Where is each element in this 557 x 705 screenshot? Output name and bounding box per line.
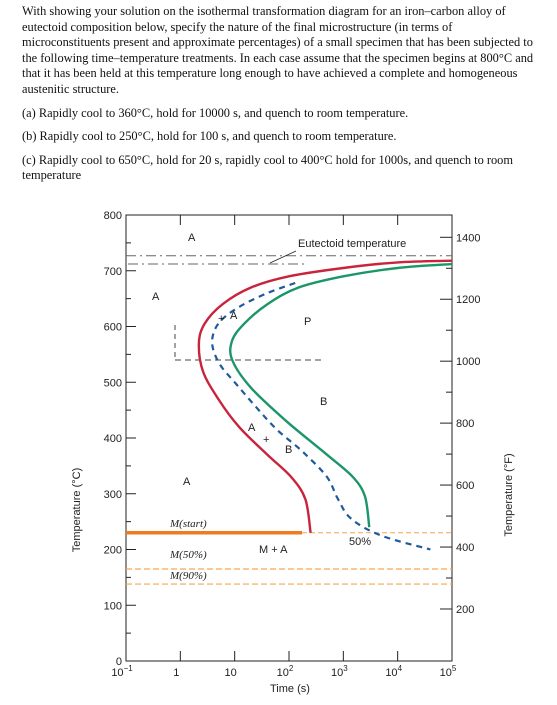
- y-tick-label-c-800: 800: [104, 210, 122, 222]
- eutectoid-pointer: [269, 250, 297, 264]
- curves: [197, 259, 453, 551]
- x-axis: 10−1 1 10 102 103 104 105: [111, 215, 457, 679]
- y-axis-title-right: Temperature (°F): [503, 453, 515, 536]
- y-tick-label-c-400: 400: [104, 433, 122, 445]
- y-tick-label-f-400: 400: [456, 542, 474, 554]
- region-label-p: P: [304, 316, 311, 328]
- x-tick-label: 105: [440, 664, 457, 679]
- y-tick-label-c-100: 100: [104, 600, 122, 612]
- y-tick-label-f-200: 200: [456, 604, 474, 616]
- y-tick-label-f-600: 600: [456, 480, 474, 492]
- region-label-a-dash: A: [230, 310, 238, 322]
- y-tick-label-f-1400: 1400: [456, 232, 480, 244]
- marker-plus-2: +: [263, 434, 269, 446]
- problem-part-b: (b) Rapidly cool to 250°C, hold for 100 …: [22, 129, 397, 144]
- y-tick-label-c-700: 700: [104, 266, 122, 278]
- problem-part-a: (a) Rapidly cool to 360°C, hold for 1000…: [22, 105, 409, 120]
- x-tick-label: 104: [385, 664, 402, 679]
- x-tick-label: 10: [225, 667, 237, 679]
- region-label-b: B: [320, 396, 327, 408]
- region-label-a-left: A: [152, 291, 160, 303]
- x-tick-exponent: 3: [343, 664, 348, 673]
- y-tick-label-c-0: 0: [116, 656, 122, 668]
- x-tick-exponent: 4: [398, 664, 403, 673]
- y-tick-label-c-600: 600: [104, 322, 122, 334]
- y-tick-label-c-300: 300: [104, 489, 122, 501]
- label-m-start: M(start): [169, 518, 207, 530]
- eutectoid-label: Eutectoid temperature: [298, 238, 406, 250]
- label-50-percent: 50%: [349, 536, 371, 548]
- y-axis-fahrenheit: 200 400 600 800 1000 1200 1400: [440, 232, 480, 616]
- marker-plus-1: +: [218, 313, 224, 325]
- y-tick-label-c-200: 200: [104, 545, 122, 557]
- region-label-b-dash: B: [285, 444, 292, 456]
- x-tick-label: 102: [277, 664, 294, 679]
- problem-statement: With showing your solution on the isothe…: [22, 4, 538, 192]
- y-axis-celsius: 0 100 200 300 400 500 600 700 800: [104, 210, 136, 668]
- label-m50: M(50%): [169, 549, 207, 561]
- label-m-plus-a: M + A: [259, 544, 288, 556]
- region-label-a-low: A: [183, 476, 191, 488]
- y-tick-label-f-1200: 1200: [456, 294, 480, 306]
- y-axis-title-left: Temperature (°C): [71, 468, 83, 552]
- region-label-a-dash-2: A: [248, 422, 256, 434]
- x-tick-label: 10−1: [111, 664, 133, 679]
- x-axis-title: Time (s): [270, 683, 310, 695]
- curve-finish: [229, 262, 453, 528]
- x-tick-exponent: 5: [452, 664, 457, 673]
- y-tick-label-f-800: 800: [456, 418, 474, 430]
- x-tick-exponent: 2: [289, 664, 294, 673]
- problem-part-c: (c) Rapidly cool to 650°C, hold for 20 s…: [22, 152, 514, 183]
- label-m90: M(90%): [169, 570, 207, 582]
- region-label-a-top: A: [188, 232, 196, 244]
- x-tick-label: 1: [173, 667, 179, 679]
- y-tick-label-f-1000: 1000: [456, 356, 480, 368]
- x-tick-exponent: −1: [124, 664, 134, 673]
- problem-intro: With showing your solution on the isothe…: [22, 4, 534, 96]
- curve-start: [197, 259, 453, 533]
- x-tick-label: 103: [331, 664, 348, 679]
- plot-frame: [125, 214, 453, 662]
- curve-50pct: [211, 281, 431, 551]
- y-tick-label-c-500: 500: [104, 377, 122, 389]
